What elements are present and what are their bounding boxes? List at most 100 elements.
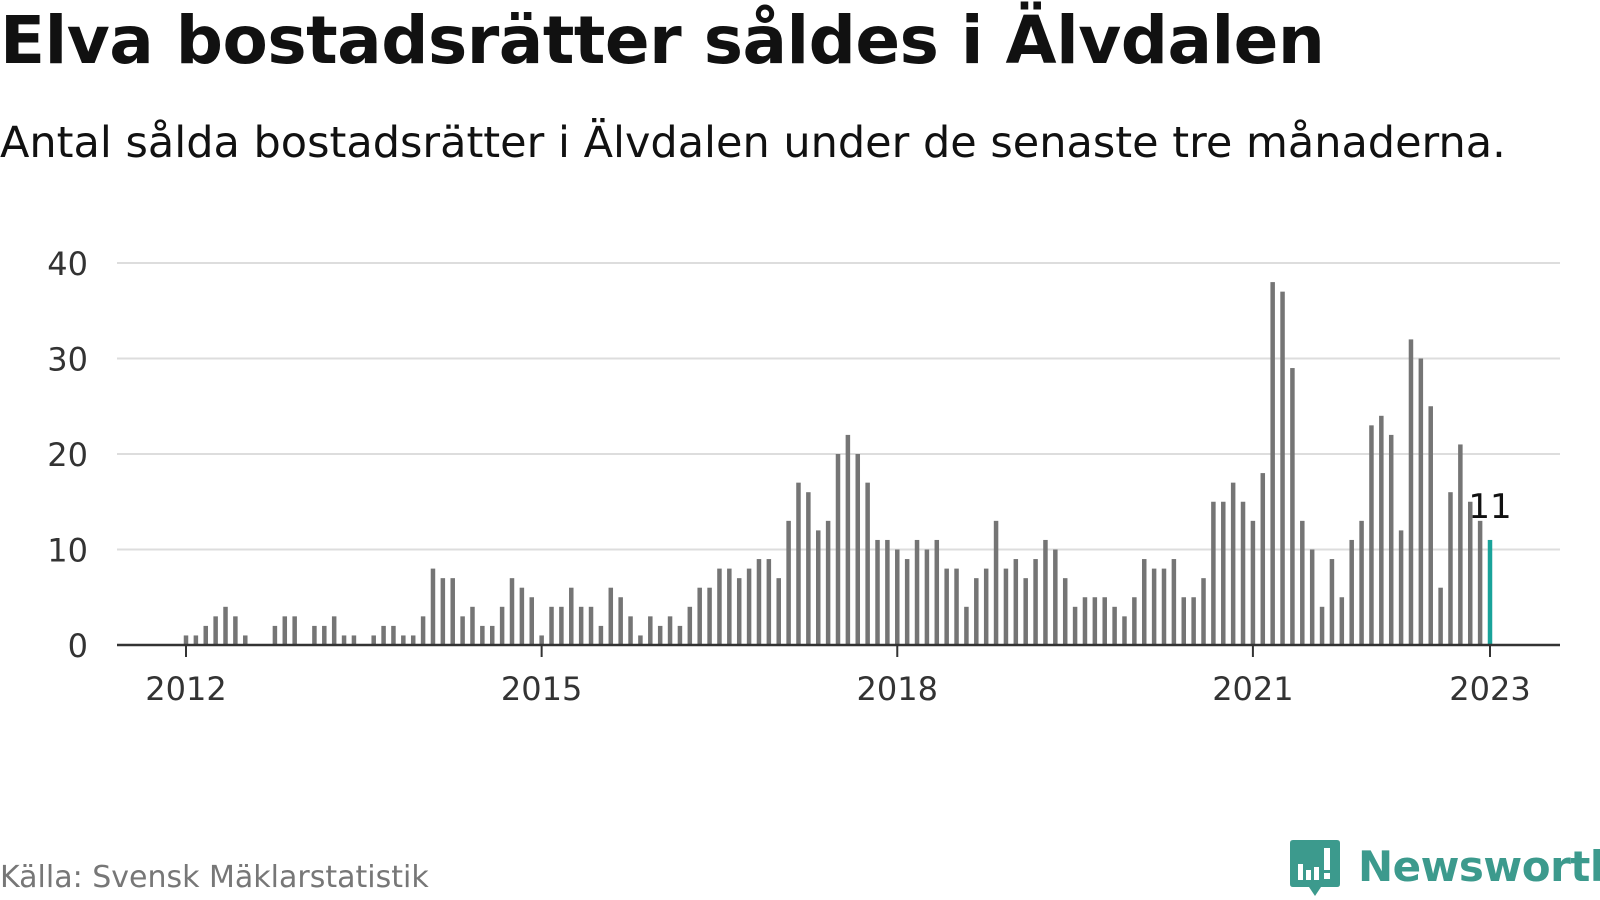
bar <box>1280 291 1285 645</box>
bar <box>331 616 337 645</box>
bar <box>1181 597 1187 645</box>
bar <box>687 606 693 645</box>
bar <box>835 454 841 645</box>
bar <box>410 635 416 645</box>
bar <box>1092 597 1098 645</box>
bar <box>203 625 209 645</box>
bar <box>1467 501 1473 645</box>
bar <box>1230 482 1236 645</box>
bar <box>746 568 752 645</box>
bar <box>1132 597 1137 645</box>
bar <box>489 625 495 645</box>
bar <box>341 635 347 645</box>
bar <box>993 520 999 645</box>
bar <box>914 539 920 645</box>
bar <box>1309 549 1315 645</box>
bars <box>183 282 1493 645</box>
bar <box>1240 501 1246 645</box>
bar <box>736 578 742 645</box>
bar <box>391 625 396 645</box>
bar <box>588 606 594 645</box>
y-tick-label: 20 <box>47 436 88 474</box>
bar <box>845 434 851 645</box>
bar <box>964 606 969 645</box>
bar <box>1290 368 1295 645</box>
bar <box>193 635 199 645</box>
bar <box>796 482 801 645</box>
x-axis-ticks: 2012 2015 2018 2021 2023 <box>145 645 1531 708</box>
bar <box>1141 559 1147 645</box>
bar <box>233 616 238 645</box>
x-tick-label: 2015 <box>501 670 582 708</box>
bar <box>1359 520 1364 645</box>
data-labels: 11 <box>1468 487 1511 527</box>
bar <box>539 635 544 645</box>
bar <box>322 625 327 645</box>
bar <box>480 625 485 645</box>
bar <box>351 635 357 645</box>
bar <box>667 616 673 645</box>
bar <box>282 616 288 645</box>
bar <box>885 539 890 645</box>
y-tick-label: 10 <box>47 532 88 570</box>
bar <box>1102 597 1107 645</box>
bar <box>1003 568 1009 645</box>
bar <box>1300 520 1305 645</box>
bar <box>628 616 633 645</box>
x-tick-label: 2021 <box>1212 670 1293 708</box>
bar <box>213 616 218 645</box>
bar <box>974 578 979 645</box>
bar <box>1270 282 1275 645</box>
bar <box>450 578 455 645</box>
bar <box>776 578 781 645</box>
bar <box>1191 597 1196 645</box>
bar <box>1369 425 1374 645</box>
bar <box>1201 578 1206 645</box>
bar <box>727 568 732 645</box>
bar <box>292 616 297 645</box>
bar <box>638 635 643 645</box>
bar <box>806 492 811 645</box>
bar <box>657 625 663 645</box>
source-note: Källa: Svensk Mäklarstatistik <box>0 860 429 895</box>
bar <box>677 625 683 645</box>
bar <box>855 454 861 645</box>
bar <box>815 530 821 645</box>
bar <box>1329 559 1335 645</box>
bar <box>1053 549 1058 645</box>
bar <box>1062 578 1068 645</box>
bar <box>1221 501 1226 645</box>
bar <box>707 587 712 645</box>
bar <box>608 587 614 645</box>
bar <box>519 587 525 645</box>
bar <box>509 578 515 645</box>
bar <box>1013 559 1019 645</box>
bar <box>717 568 722 645</box>
bar-chart: 0 10 20 30 40 2012 2015 2018 2021 2023 11 <box>47 245 1560 708</box>
bar <box>223 606 228 645</box>
bar <box>420 616 426 645</box>
x-tick-label: 2023 <box>1449 670 1530 708</box>
bar <box>944 568 949 645</box>
bar <box>272 625 278 645</box>
bar <box>529 597 535 645</box>
bar <box>1112 606 1117 645</box>
bar <box>1250 520 1256 645</box>
bar <box>865 482 870 645</box>
newsworthy-logo-icon <box>1290 840 1340 896</box>
bar <box>697 587 702 645</box>
bar <box>1260 473 1266 645</box>
bar <box>1339 597 1345 645</box>
bar <box>1082 597 1088 645</box>
bar <box>1349 539 1354 645</box>
bar <box>895 549 900 645</box>
bar <box>1379 415 1384 645</box>
bar <box>1458 444 1463 645</box>
y-tick-label: 0 <box>68 627 88 665</box>
bar <box>470 606 475 645</box>
brand-logo[interactable]: Newsworthy <box>1290 840 1600 900</box>
bar <box>401 635 406 645</box>
bar <box>1023 578 1028 645</box>
bar <box>934 539 940 645</box>
bar <box>1398 530 1404 645</box>
